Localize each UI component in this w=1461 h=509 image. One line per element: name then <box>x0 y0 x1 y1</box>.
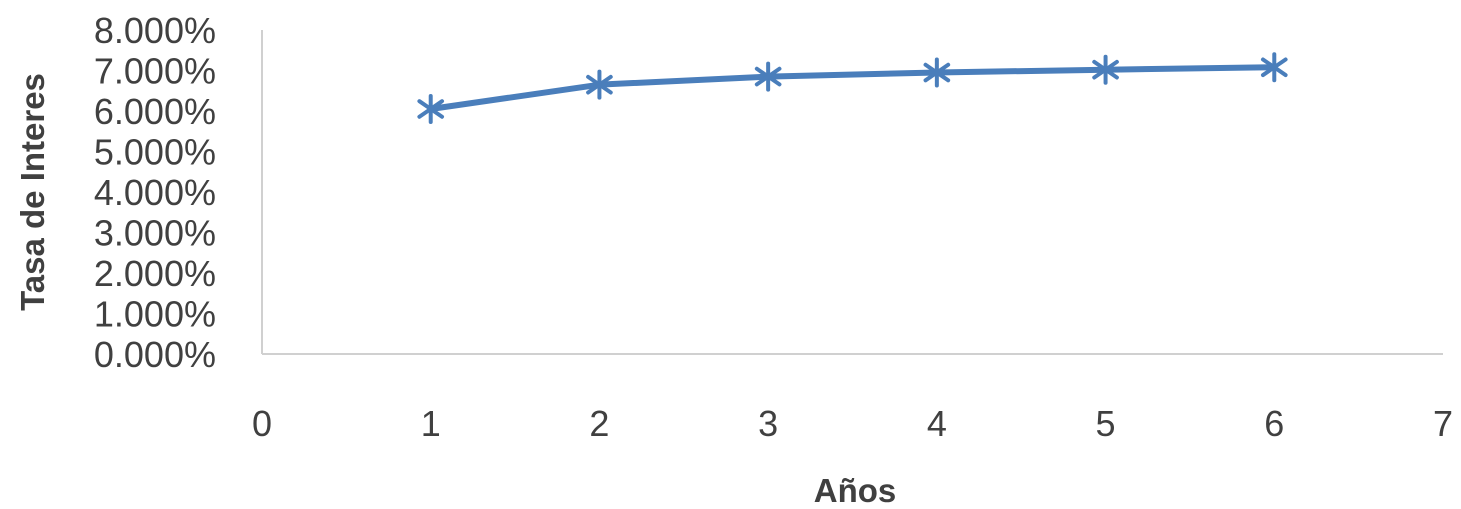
y-tick-label: 0.000% <box>94 334 216 375</box>
x-tick-label: 5 <box>1096 403 1116 444</box>
x-tick-label: 3 <box>758 403 778 444</box>
data-point-asterisk-marker <box>754 61 782 92</box>
y-tick-label: 8.000% <box>94 10 216 51</box>
data-point-asterisk-marker <box>1092 54 1119 85</box>
y-tick-label: 6.000% <box>94 91 216 132</box>
y-tick-label: 3.000% <box>94 213 216 254</box>
x-tick-label: 2 <box>589 403 609 444</box>
y-tick-label: 4.000% <box>94 172 216 213</box>
axes <box>261 30 1443 355</box>
data-point-asterisk-marker <box>923 57 951 88</box>
x-tick-label: 4 <box>927 403 947 444</box>
x-tick-labels: 0 1 2 3 4 5 6 7 <box>252 403 1453 444</box>
data-point-asterisk-marker <box>1260 52 1288 83</box>
y-tick-label: 7.000% <box>94 51 216 92</box>
x-tick-label: 1 <box>421 403 441 444</box>
series-layer <box>417 52 1288 124</box>
y-tick-label: 2.000% <box>94 253 216 294</box>
x-tick-label: 0 <box>252 403 272 444</box>
y-tick-labels: 0.000%1.000%2.000%3.000%4.000%5.000%6.00… <box>94 10 216 375</box>
y-tick-label: 5.000% <box>94 132 216 173</box>
y-axis-title: Tasa de Interes <box>14 73 51 311</box>
data-point-asterisk-marker <box>586 69 613 100</box>
x-axis-title: Años <box>814 472 897 509</box>
x-tick-label: 7 <box>1433 403 1453 444</box>
x-tick-label: 6 <box>1264 403 1284 444</box>
data-point-asterisk-marker <box>417 93 445 124</box>
y-tick-label: 1.000% <box>94 294 216 335</box>
series-line <box>427 64 1278 112</box>
